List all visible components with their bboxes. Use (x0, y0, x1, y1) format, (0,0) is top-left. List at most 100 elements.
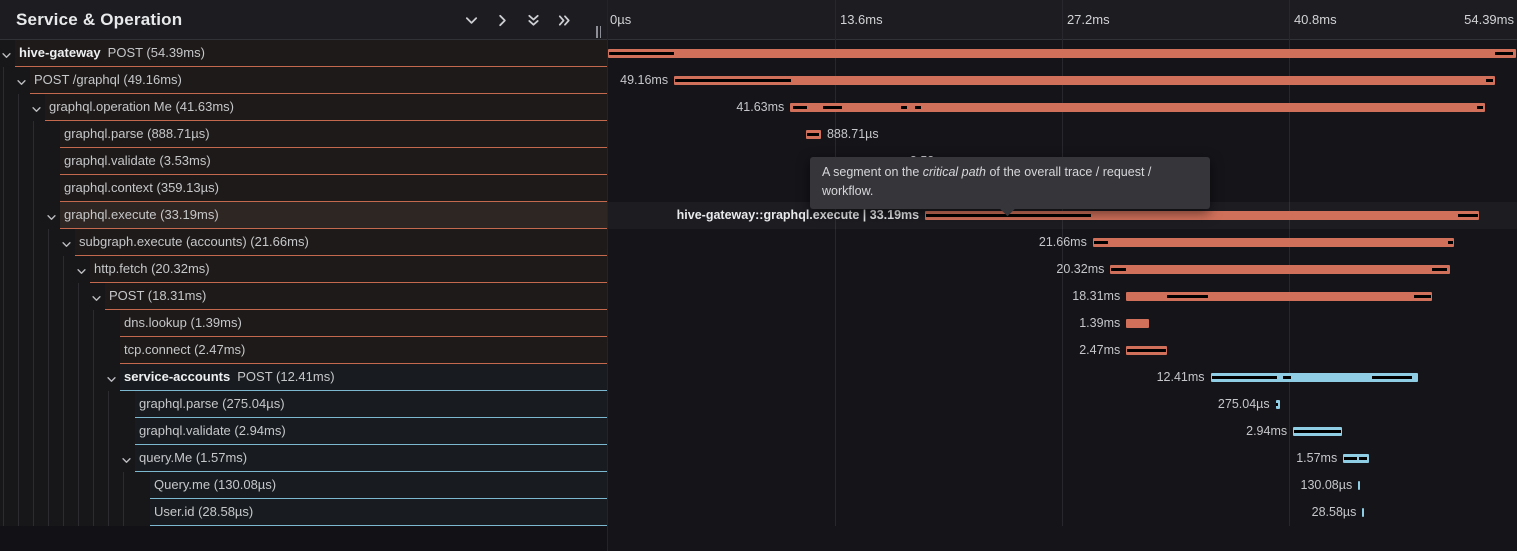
tooltip-text: A segment on the (822, 165, 923, 179)
critical-path-segment[interactable] (1212, 376, 1278, 379)
tree-row-content: graphql.operation Me (41.63ms) (45, 94, 607, 121)
critical-path-segment[interactable] (1093, 241, 1108, 244)
critical-path-segment[interactable] (1476, 106, 1484, 109)
span-bar[interactable] (806, 130, 821, 139)
chevron-down-icon[interactable] (61, 237, 73, 249)
critical-path-segment[interactable] (823, 106, 842, 109)
span-bar[interactable] (1126, 292, 1432, 301)
chevron-down-icon[interactable] (46, 210, 58, 222)
chevron-down-icon[interactable] (91, 291, 103, 303)
timeline-panel: 0µs 13.6ms 27.2ms 40.8ms 54.39ms 49.16ms 41.6… (608, 0, 1517, 551)
span-bar[interactable] (1293, 427, 1343, 436)
chevron-down-icon[interactable] (1, 48, 13, 60)
operation-label: graphql.validate (2.94ms) (139, 423, 286, 438)
tree-row[interactable]: subgraph.execute (accounts) (21.66ms) (0, 229, 607, 256)
tree-row[interactable]: tcp.connect (2.47ms) (0, 337, 607, 364)
critical-path-segment[interactable] (807, 133, 819, 136)
span-duration-label: 20.32ms (1056, 262, 1105, 276)
double-chevron-down-icon[interactable] (522, 9, 544, 31)
span-bar[interactable] (1275, 400, 1281, 409)
tree-row[interactable]: query.Me (1.57ms) (0, 445, 607, 472)
double-chevron-right-icon[interactable] (553, 9, 575, 31)
operation-label: subgraph.execute (accounts) (21.66ms) (79, 234, 309, 249)
critical-path-segment[interactable] (925, 214, 1092, 217)
panel-resize-handle[interactable] (594, 26, 603, 39)
span-bar[interactable] (925, 211, 1480, 220)
critical-path-segment[interactable] (1110, 268, 1126, 271)
timeline-row: 1.57ms (608, 445, 1517, 472)
chevron-right-icon[interactable] (491, 9, 513, 31)
critical-path-segment[interactable] (1495, 52, 1514, 55)
chevron-down-icon[interactable] (76, 264, 88, 276)
critical-path-segment[interactable] (674, 79, 791, 82)
span-bar[interactable] (1126, 319, 1150, 328)
critical-path-segment[interactable] (900, 106, 907, 109)
tree-row[interactable]: http.fetch (20.32ms) (0, 256, 607, 283)
span-bar[interactable] (1092, 238, 1455, 247)
tree-row[interactable]: graphql.operation Me (41.63ms) (0, 94, 607, 121)
critical-path-segment[interactable] (1294, 430, 1341, 433)
span-bar[interactable] (1110, 265, 1450, 274)
axis-tick-label: 27.2ms (1066, 12, 1110, 27)
span-bar[interactable] (1358, 481, 1361, 490)
tree-row[interactable]: POST /graphql (49.16ms) (0, 67, 607, 94)
tree-row[interactable]: graphql.execute (33.19ms) (0, 202, 607, 229)
critical-path-segment[interactable] (1127, 349, 1167, 352)
tree-row[interactable]: graphql.context (359.13µs) (0, 175, 607, 202)
timeline-row: 2.94ms (608, 418, 1517, 445)
span-duration-label: 21.66ms (1038, 235, 1087, 249)
operation-label: graphql.operation Me (41.63ms) (49, 99, 234, 114)
chevron-down-icon[interactable] (460, 9, 482, 31)
indent-guide (93, 310, 94, 526)
critical-path-segment[interactable] (1447, 241, 1454, 244)
critical-path-segment[interactable] (792, 106, 807, 109)
chevron-down-icon[interactable] (121, 453, 133, 465)
operation-label: POST (12.41ms) (237, 369, 335, 384)
span-bar[interactable] (1210, 373, 1418, 382)
critical-path-segment[interactable] (1458, 214, 1478, 217)
critical-path-segment[interactable] (915, 106, 921, 109)
tree-row[interactable]: graphql.validate (2.94ms) (0, 418, 607, 445)
critical-path-segment[interactable] (1283, 376, 1291, 379)
span-bar[interactable] (1343, 454, 1370, 463)
critical-path-segment[interactable] (1431, 268, 1448, 271)
chevron-down-icon[interactable] (16, 75, 28, 87)
tree-row[interactable]: service-accounts POST (12.41ms) (0, 364, 607, 391)
critical-path-segment[interactable] (1485, 79, 1494, 82)
critical-path-segment[interactable] (1276, 403, 1279, 406)
tree-row[interactable]: Query.me (130.08µs) (0, 472, 607, 499)
operation-label: graphql.parse (275.04µs) (139, 396, 285, 411)
span-duration-label: 1.39ms (1079, 316, 1121, 330)
operation-label: graphql.execute (33.19ms) (64, 207, 219, 222)
operation-label: graphql.parse (888.71µs) (64, 126, 210, 141)
chevron-down-icon[interactable] (31, 102, 43, 114)
tree-row[interactable]: graphql.parse (888.71µs) (0, 121, 607, 148)
span-bar[interactable] (608, 49, 1516, 58)
critical-path-segment[interactable] (1414, 295, 1431, 298)
critical-path-segment[interactable] (608, 52, 675, 55)
tree-row[interactable]: dns.lookup (1.39ms) (0, 310, 607, 337)
operation-label: POST /graphql (49.16ms) (34, 72, 182, 87)
tree-row-content: graphql.validate (3.53ms) (60, 148, 607, 175)
indent-guide (123, 472, 124, 526)
critical-path-segment[interactable] (1359, 457, 1367, 460)
tree-row[interactable]: POST (18.31ms) (0, 283, 607, 310)
tree-row[interactable]: graphql.parse (275.04µs) (0, 391, 607, 418)
tree-row[interactable]: graphql.validate (3.53ms) (0, 148, 607, 175)
span-bar[interactable] (674, 76, 1495, 85)
span-bar[interactable] (1126, 346, 1168, 355)
span-bar[interactable] (1362, 508, 1364, 517)
chevron-down-icon[interactable] (106, 372, 118, 384)
axis-gridline (1062, 0, 1063, 526)
axis-gridline (1289, 0, 1290, 526)
critical-path-segment[interactable] (1371, 376, 1413, 379)
operation-label: graphql.validate (3.53ms) (64, 153, 211, 168)
critical-path-segment[interactable] (1344, 457, 1357, 460)
indent-guide (63, 256, 64, 526)
timeline-row (608, 40, 1517, 67)
operation-label: graphql.context (359.13µs) (64, 180, 219, 195)
tree-row[interactable]: User.id (28.58µs) (0, 499, 607, 526)
span-bar[interactable] (790, 103, 1486, 112)
tree-row[interactable]: hive-gateway POST (54.39ms) (0, 40, 607, 67)
critical-path-segment[interactable] (1167, 295, 1208, 298)
